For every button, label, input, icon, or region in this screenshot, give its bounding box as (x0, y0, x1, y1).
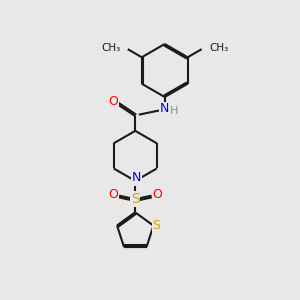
Text: O: O (152, 188, 162, 201)
Text: H: H (170, 106, 178, 116)
Text: S: S (131, 192, 140, 206)
Text: N: N (160, 102, 169, 115)
Text: CH₃: CH₃ (209, 43, 228, 53)
Text: CH₃: CH₃ (101, 43, 120, 53)
Text: O: O (108, 95, 118, 108)
Text: S: S (152, 219, 160, 232)
Text: O: O (108, 188, 118, 201)
Text: N: N (132, 172, 141, 184)
